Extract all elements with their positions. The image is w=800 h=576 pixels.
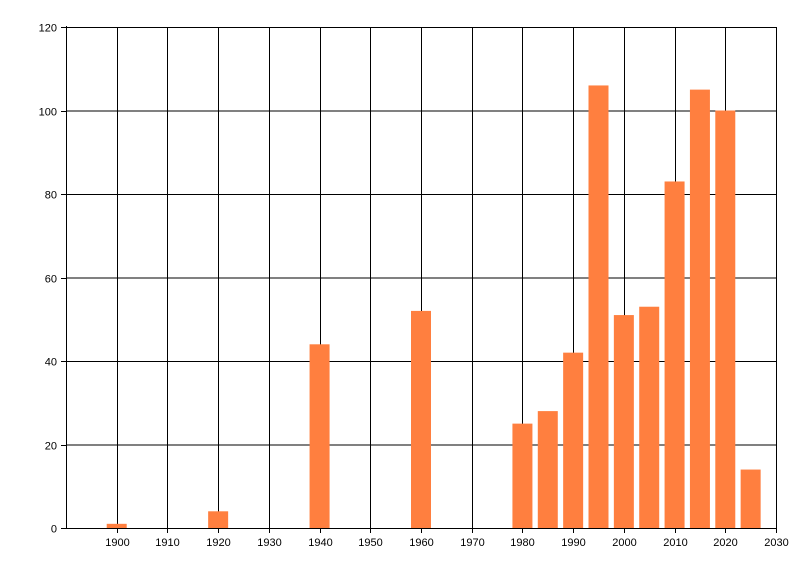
- x-tick-label: 1920: [206, 537, 230, 549]
- bar: [411, 310, 431, 528]
- bar: [639, 306, 660, 528]
- y-tick-label: 60: [45, 274, 57, 286]
- y-axis-ticks: 0 20 40 60 80 100 120: [39, 23, 66, 536]
- bars: [106, 85, 761, 528]
- y-tick-label: 120: [39, 23, 57, 35]
- bar: [715, 110, 736, 528]
- bar: [563, 352, 584, 528]
- x-tick-label: 2030: [764, 537, 788, 549]
- bar: [664, 181, 685, 528]
- y-tick-label: 0: [51, 524, 57, 536]
- x-tick-label: 2010: [663, 537, 687, 549]
- bar: [309, 344, 330, 528]
- bar: [613, 315, 634, 528]
- bar: [588, 85, 609, 528]
- x-tick-label: 2000: [612, 537, 636, 549]
- y-tick-label: 80: [45, 190, 57, 202]
- bar: [208, 511, 229, 528]
- y-tick-label: 100: [39, 107, 57, 119]
- x-tick-label: 1910: [155, 537, 179, 549]
- x-tick-label: 1900: [105, 537, 129, 549]
- x-tick-label: 1950: [358, 537, 382, 549]
- x-tick-label: 1940: [308, 537, 332, 549]
- bar: [106, 523, 127, 528]
- bar: [537, 411, 558, 528]
- bar: [512, 423, 533, 528]
- x-tick-label: 1970: [460, 537, 484, 549]
- x-tick-label: 1930: [257, 537, 281, 549]
- y-tick-label: 40: [45, 357, 57, 369]
- y-tick-label: 20: [45, 441, 57, 453]
- x-tick-label: 1990: [561, 537, 585, 549]
- x-axis-ticks: 1900 1910 1920 1930 1940 1950 1960 1970 1980 1990…: [105, 528, 789, 549]
- bar: [740, 469, 761, 528]
- x-tick-label: 1980: [510, 537, 534, 549]
- bar: [689, 89, 710, 528]
- x-tick-label: 1960: [409, 537, 433, 549]
- x-tick-label: 2020: [713, 537, 737, 549]
